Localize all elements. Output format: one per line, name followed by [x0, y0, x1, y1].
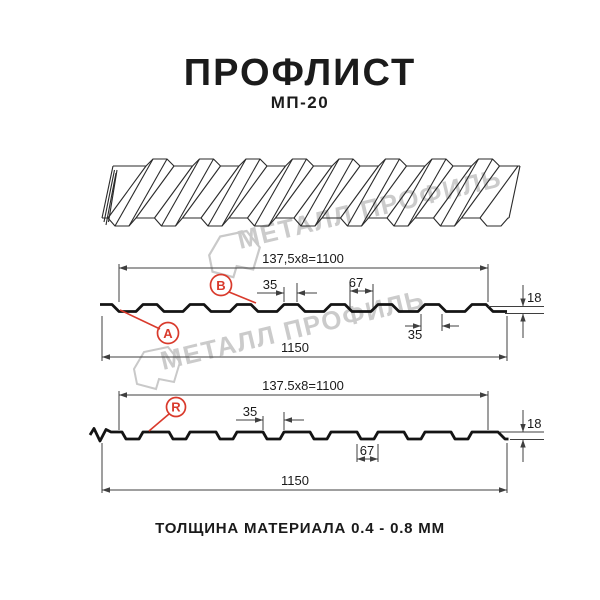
dim-flute-width-top: 67 — [349, 275, 363, 290]
dim-height-bottom: 18 — [527, 416, 541, 431]
dim-flute-width-bottom: 67 — [360, 443, 374, 458]
cross-section-top — [100, 264, 544, 361]
page-title: ПРОФЛИСТ — [184, 52, 416, 94]
dim-height-top: 18 — [527, 290, 541, 305]
dim-rib-top-width: 35 — [263, 277, 277, 292]
watermark-brand-text: МЕТАЛЛ ПРОФИЛЬ — [157, 283, 427, 375]
point-label-R: R — [148, 396, 187, 432]
dim-overall-width-bottom: 1150 — [281, 473, 309, 488]
material-thickness-note: ТОЛЩИНА МАТЕРИАЛА 0.4 - 0.8 ММ — [155, 520, 445, 537]
dim-pitch-top: 137,5x8=1100 — [262, 251, 344, 266]
page-subtitle: МП-20 — [271, 93, 329, 112]
cross-section-bottom — [88, 391, 544, 493]
dim-groove-width: 35 — [243, 404, 257, 419]
point-label-B: B — [209, 273, 257, 304]
dim-rib-base-width: 35 — [408, 327, 422, 342]
point-letter-b: B — [216, 278, 225, 293]
point-letter-a: A — [163, 326, 173, 341]
dim-overall-width-top: 1150 — [281, 340, 309, 355]
point-letter-r: R — [171, 400, 181, 415]
point-label-A: A — [119, 309, 180, 345]
dim-pitch-bottom: 137.5x8=1100 — [262, 378, 344, 393]
sheet-3d-view — [101, 158, 521, 227]
